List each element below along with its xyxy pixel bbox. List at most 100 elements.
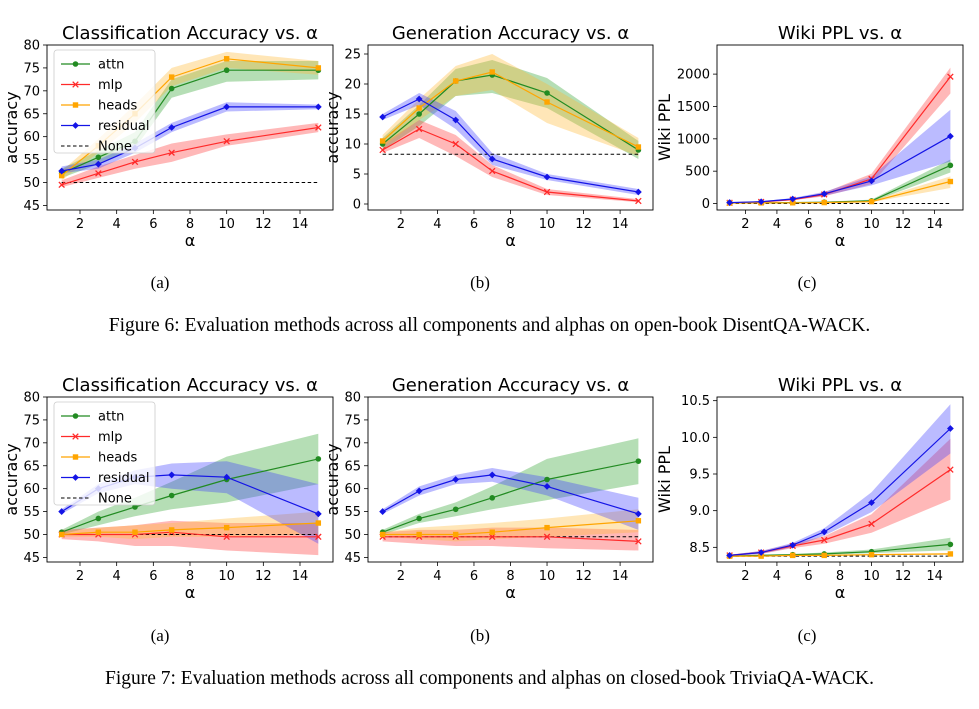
legend: attn mlp heads residual None xyxy=(53,49,156,155)
series-residual-point xyxy=(488,155,496,163)
y-tick-label: 50 xyxy=(23,176,40,191)
y-tick-label: 80 xyxy=(23,39,40,54)
series-heads-point xyxy=(452,78,459,84)
series-attn-point xyxy=(95,515,102,522)
plot-area xyxy=(726,404,954,559)
series-heads-point xyxy=(947,551,954,557)
series-attn-point xyxy=(452,506,459,513)
chart-4: Classification Accuracy vs. α α accuracy 2 4… xyxy=(2,375,334,602)
band-heads xyxy=(382,54,639,156)
series-mlp-point xyxy=(415,125,423,133)
x-tick-label: 14 xyxy=(292,217,309,232)
x-tick-label: 2 xyxy=(76,569,84,584)
series-heads-point xyxy=(223,524,230,531)
series-heads-point xyxy=(868,551,875,558)
y-tick-label: 65 xyxy=(344,459,361,474)
y-tick-label: 5 xyxy=(353,168,361,183)
chart-title: Wiki PPL vs. α xyxy=(778,23,902,44)
series-mlp-line xyxy=(61,531,319,538)
series-residual-point xyxy=(94,160,102,168)
y-tick-label: 50 xyxy=(23,528,40,543)
x-tick-label: 14 xyxy=(612,217,629,232)
series-residual-line xyxy=(382,98,639,193)
y-axis-label: Wiki PPL xyxy=(655,446,674,513)
legend-box xyxy=(53,49,156,154)
x-tick-label: 4 xyxy=(433,217,441,232)
y-tick-label: 1000 xyxy=(677,132,710,147)
x-tick-label: 10 xyxy=(218,569,235,584)
chart-title: Wiki PPL vs. α xyxy=(778,375,902,396)
series-mlp-point xyxy=(635,538,642,545)
x-tick-label: 6 xyxy=(470,217,478,232)
x-axis-label: α xyxy=(185,583,196,602)
plot-frame xyxy=(46,44,334,211)
x-tick-label: 6 xyxy=(804,217,812,232)
series-attn-line xyxy=(382,74,639,151)
series-heads-point xyxy=(168,74,175,80)
y-tick-label: 2000 xyxy=(677,68,710,83)
series-residual-point xyxy=(314,103,322,111)
band-heads xyxy=(382,509,639,542)
band-attn xyxy=(382,438,639,535)
series-heads-point xyxy=(95,529,102,535)
chart-2: Generation Accuracy vs. α α accuracy 2 4 6 8 10… xyxy=(323,23,654,250)
series-residual-point xyxy=(946,425,954,432)
series-residual-point xyxy=(789,195,797,203)
x-tick-label: 12 xyxy=(895,569,912,584)
legend-heads-label: heads xyxy=(98,99,137,114)
series-heads-point xyxy=(947,178,954,185)
x-tick-label: 4 xyxy=(113,217,121,232)
series-heads-point xyxy=(315,520,322,526)
band-residual xyxy=(382,468,639,530)
series-residual-point xyxy=(452,476,460,483)
band-residual xyxy=(61,102,319,174)
y-tick-label: 0 xyxy=(702,197,710,212)
x-tick-label: 2 xyxy=(397,569,405,584)
series-attn-point xyxy=(544,476,550,483)
series-heads-point xyxy=(758,553,764,559)
band-mlp xyxy=(61,122,319,188)
legend-heads-marker xyxy=(72,102,79,108)
series-attn-point xyxy=(947,162,954,169)
y-tick-label: 45 xyxy=(344,551,361,566)
y-axis-label: accuracy xyxy=(323,91,342,163)
band-attn xyxy=(729,537,951,557)
plot-area xyxy=(726,67,954,207)
series-attn-point xyxy=(95,154,102,161)
y-axis-label: accuracy xyxy=(2,91,21,163)
series-residual-point xyxy=(726,552,734,559)
x-axis-label: α xyxy=(185,231,196,250)
chart-6: Wiki PPL vs. α α Wiki PPL 2 4 6 8 10 12 14 8.5 9.0 9… xyxy=(655,375,964,602)
series-attn-point xyxy=(416,515,422,522)
y-tick-label: 80 xyxy=(344,391,361,406)
series-mlp-point xyxy=(315,124,322,131)
y-tick-label: 15 xyxy=(344,108,361,123)
series-heads-point xyxy=(58,172,65,179)
series-heads-point xyxy=(452,531,459,538)
x-axis-label: α xyxy=(505,231,516,250)
x-tick-label: 14 xyxy=(292,569,309,584)
series-heads-point xyxy=(544,99,550,105)
legend-mlp-marker xyxy=(72,433,79,440)
x-tick-label: 12 xyxy=(255,569,272,584)
band-mlp xyxy=(382,527,639,551)
series-heads-point xyxy=(223,56,230,62)
series-residual-point xyxy=(223,103,231,111)
legend-residual-label: residual xyxy=(98,119,150,134)
x-tick-label: 2 xyxy=(397,217,405,232)
y-tick-label: 60 xyxy=(344,482,361,497)
chart-title: Generation Accuracy vs. α xyxy=(392,375,629,396)
series-mlp-point xyxy=(379,146,386,154)
series-mlp-point xyxy=(488,533,496,541)
series-heads-line xyxy=(729,180,951,204)
y-tick-label: 20 xyxy=(344,78,361,93)
x-tick-label: 14 xyxy=(926,217,943,232)
series-mlp-point xyxy=(868,520,875,528)
legend-box xyxy=(53,401,156,506)
series-mlp-line xyxy=(382,128,639,202)
chart-title: Classification Accuracy vs. α xyxy=(62,375,318,396)
series-residual-point xyxy=(58,167,66,175)
y-tick-label: 25 xyxy=(344,48,361,63)
series-heads-point xyxy=(821,552,827,559)
y-tick-label: 9.5 xyxy=(689,468,710,483)
